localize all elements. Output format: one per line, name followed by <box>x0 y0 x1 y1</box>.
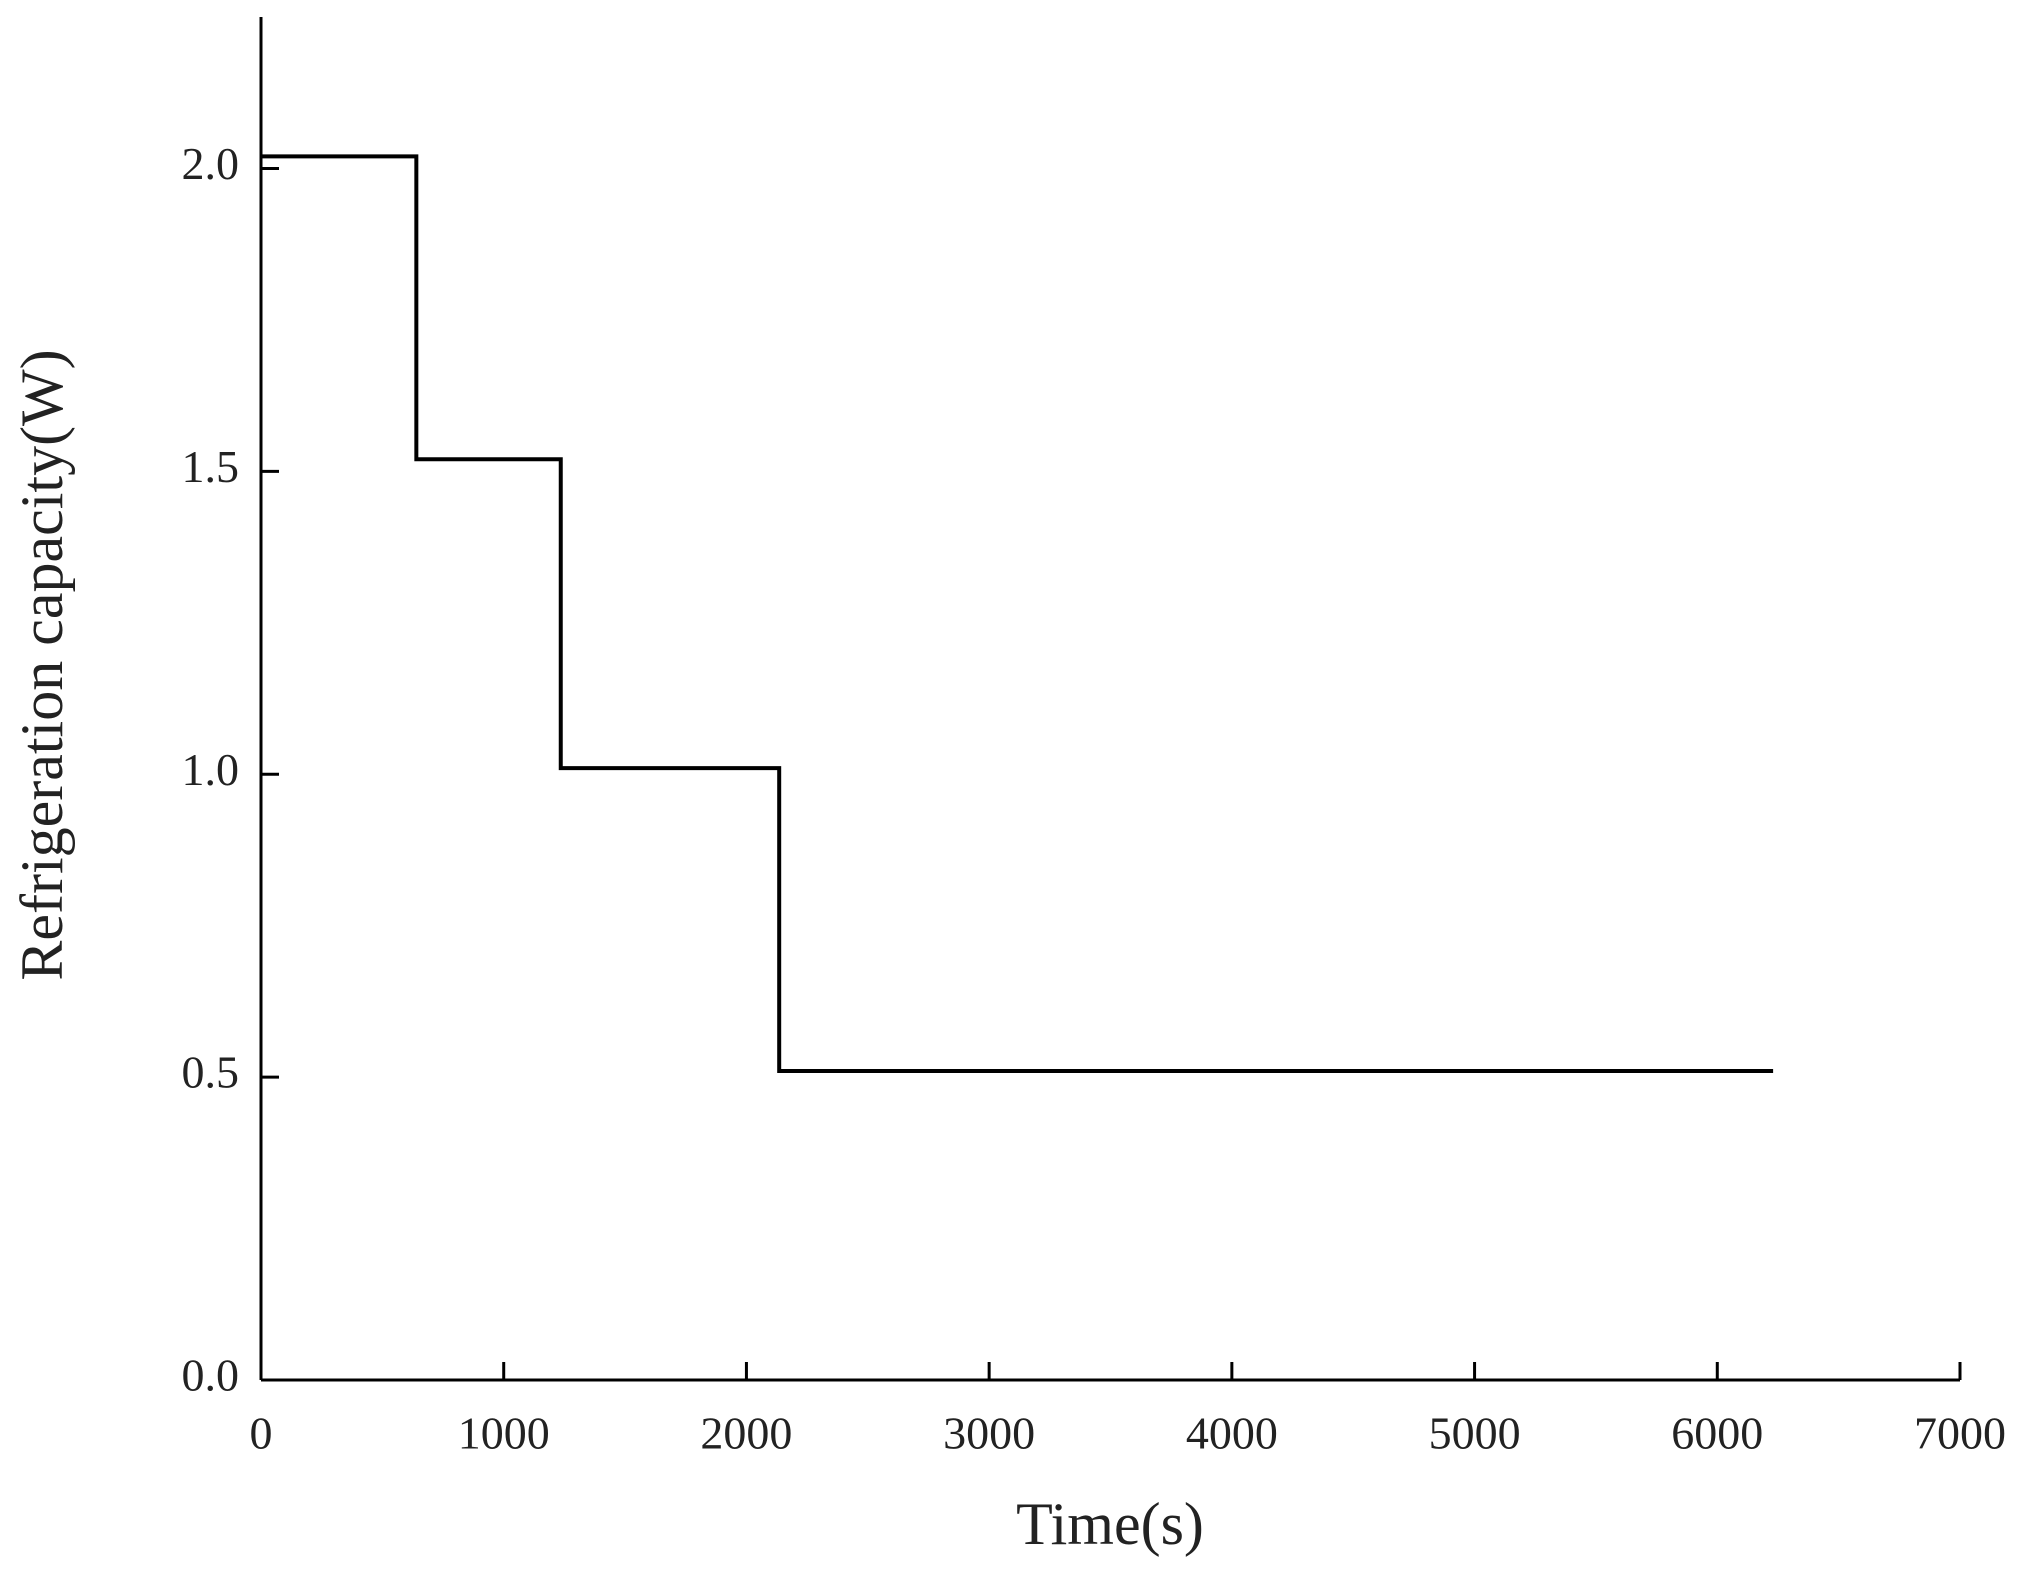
data-line <box>261 154 1774 1074</box>
y-axis-title: Refrigeration capacity(W) <box>9 349 75 980</box>
x-tick-label: 5000 <box>1429 1408 1521 1459</box>
y-tick-label: 2.0 <box>182 138 240 189</box>
y-tick-label: 0.5 <box>182 1047 240 1098</box>
x-tick-label: 4000 <box>1186 1408 1278 1459</box>
x-tick-label: 7000 <box>1914 1408 2006 1459</box>
x-tick-label: 6000 <box>1671 1408 1763 1459</box>
y-tick-label: 0.0 <box>182 1350 240 1401</box>
x-tick-label: 1000 <box>458 1408 550 1459</box>
x-tick-label: 3000 <box>943 1408 1035 1459</box>
y-tick-label: 1.5 <box>182 441 240 492</box>
x-tick-label: 2000 <box>700 1408 792 1459</box>
x-tick-label: 0 <box>250 1408 273 1459</box>
y-tick-label: 1.0 <box>182 744 240 795</box>
x-axis-title: Time(s) <box>1016 1491 1204 1557</box>
